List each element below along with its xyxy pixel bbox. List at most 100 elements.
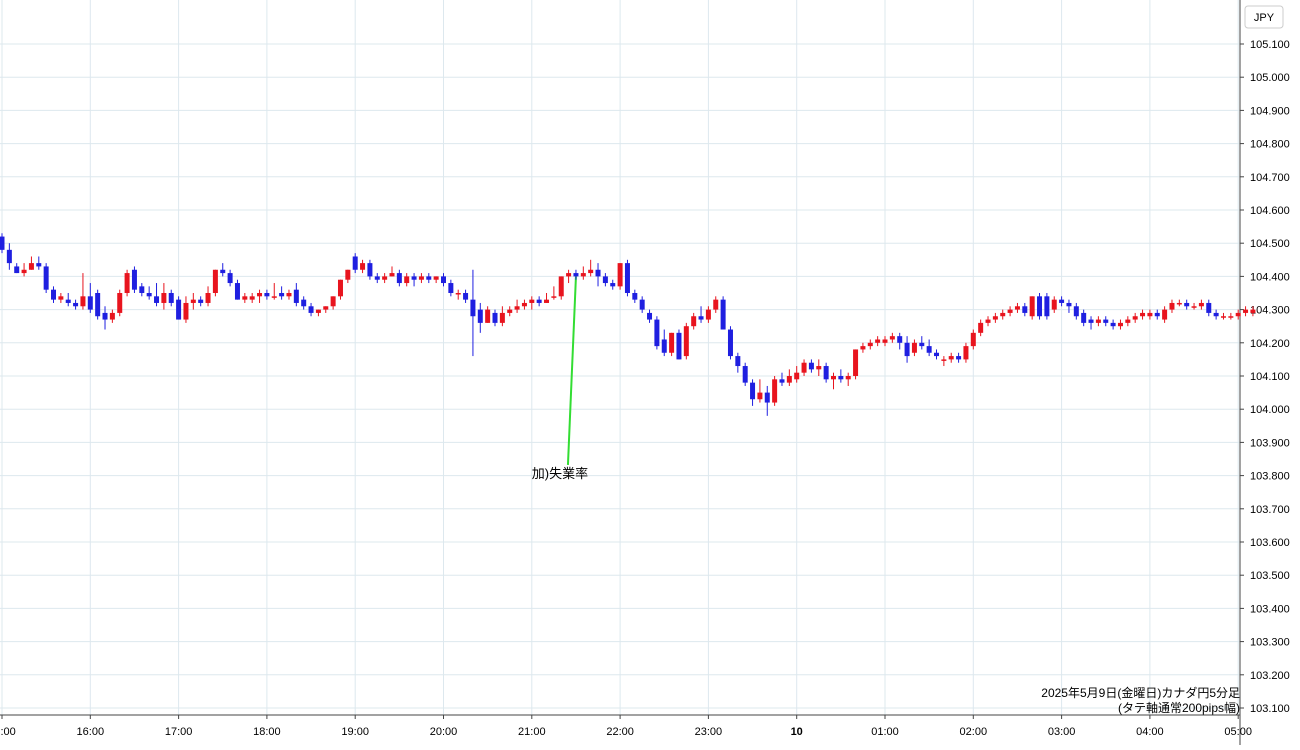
candle-up bbox=[588, 269, 594, 274]
x-tick-label: 23:00 bbox=[695, 726, 723, 738]
annotation-line bbox=[566, 276, 577, 466]
candle-up bbox=[21, 269, 27, 274]
candle-up bbox=[529, 299, 535, 303]
candle-down bbox=[95, 293, 101, 317]
candle-up bbox=[713, 299, 719, 310]
candle-up bbox=[845, 376, 851, 380]
candle-up bbox=[485, 309, 491, 323]
candle-up bbox=[360, 263, 366, 270]
y-tick-label: 105.000 bbox=[1250, 72, 1290, 84]
candle-up bbox=[705, 309, 711, 320]
candle-up bbox=[345, 269, 351, 280]
candle-up bbox=[875, 339, 881, 343]
candle-up bbox=[580, 273, 586, 277]
candle-down bbox=[595, 269, 601, 277]
candle-up bbox=[117, 293, 123, 313]
candle-down bbox=[1066, 302, 1072, 307]
candle-up bbox=[499, 312, 505, 323]
candle-down bbox=[610, 283, 616, 287]
candle-up bbox=[867, 342, 873, 347]
candle-down bbox=[102, 312, 108, 320]
candle-up bbox=[507, 309, 513, 313]
candle-down bbox=[536, 299, 542, 303]
candle-up bbox=[941, 359, 947, 361]
candle-down bbox=[654, 319, 660, 347]
candle-up bbox=[58, 296, 64, 300]
x-tick-label: 20:00 bbox=[430, 726, 458, 738]
candle-up bbox=[889, 336, 895, 340]
y-tick-label: 104.700 bbox=[1250, 172, 1290, 184]
candle-down bbox=[1206, 302, 1212, 313]
candle-down bbox=[698, 316, 704, 320]
candle-up bbox=[757, 392, 763, 400]
candle-down bbox=[279, 293, 285, 297]
candle-up bbox=[1140, 312, 1146, 317]
y-tick-label: 104.400 bbox=[1250, 271, 1290, 283]
candle-up bbox=[455, 293, 461, 295]
candle-up bbox=[801, 362, 807, 373]
candle-up bbox=[1176, 302, 1182, 305]
candle-down bbox=[1154, 312, 1160, 317]
candle-up bbox=[617, 263, 623, 287]
candle-down bbox=[227, 273, 233, 284]
x-tick-label: 10 bbox=[791, 726, 803, 738]
chart-subtitle: (タテ軸通常200pips幅) bbox=[1117, 701, 1240, 715]
candle-down bbox=[234, 283, 240, 300]
candle-up bbox=[794, 372, 800, 380]
candle-up bbox=[1169, 302, 1175, 310]
y-tick-label: 103.300 bbox=[1250, 637, 1290, 649]
candle-down bbox=[470, 299, 476, 317]
candle-up bbox=[323, 306, 329, 310]
candle-up bbox=[418, 276, 424, 280]
x-tick-label: 22:00 bbox=[606, 726, 634, 738]
y-tick-label: 104.500 bbox=[1250, 238, 1290, 250]
candle-up bbox=[212, 269, 218, 293]
candle-down bbox=[720, 299, 726, 330]
candle-up bbox=[1132, 316, 1138, 320]
candle-down bbox=[220, 269, 226, 274]
candle-down bbox=[264, 293, 270, 297]
candle-down bbox=[735, 356, 741, 367]
candle-up bbox=[404, 276, 410, 284]
y-tick-label: 104.100 bbox=[1250, 371, 1290, 383]
x-tick-label: 21:00 bbox=[518, 726, 546, 738]
x-tick-label: 15:00 bbox=[0, 726, 16, 738]
candle-up bbox=[1228, 316, 1234, 318]
candle-down bbox=[1059, 299, 1065, 303]
candle-down bbox=[602, 276, 608, 284]
candle-up bbox=[816, 366, 822, 370]
candle-down bbox=[624, 263, 630, 293]
x-tick-label: 01:00 bbox=[871, 726, 899, 738]
y-tick-label: 103.200 bbox=[1250, 670, 1290, 682]
candle-up bbox=[1117, 322, 1123, 327]
candle-up bbox=[249, 296, 255, 300]
candle-down bbox=[1037, 296, 1043, 317]
candle-down bbox=[154, 296, 160, 303]
y-tick-label: 104.900 bbox=[1250, 105, 1290, 117]
candle-up bbox=[566, 273, 572, 277]
y-tick-label: 103.800 bbox=[1250, 471, 1290, 483]
candle-down bbox=[647, 312, 653, 320]
x-tick-label: 05:00 bbox=[1224, 726, 1252, 738]
candle-up bbox=[271, 296, 277, 298]
candle-down bbox=[1103, 319, 1109, 323]
candle-down bbox=[823, 366, 829, 380]
candle-up bbox=[521, 302, 527, 307]
candle-up bbox=[882, 339, 888, 343]
candle-down bbox=[661, 339, 667, 353]
candle-up bbox=[382, 276, 388, 280]
candle-down bbox=[779, 379, 785, 383]
candle-down bbox=[448, 283, 454, 293]
y-tick-label: 103.500 bbox=[1250, 570, 1290, 582]
candle-down bbox=[411, 276, 417, 280]
candle-up bbox=[992, 316, 998, 320]
candle-up bbox=[1243, 309, 1249, 313]
candle-up bbox=[315, 309, 321, 313]
candle-up bbox=[551, 296, 557, 298]
candle-down bbox=[367, 263, 373, 277]
candle-up bbox=[183, 302, 189, 320]
candle-down bbox=[904, 342, 910, 357]
candle-down bbox=[639, 299, 645, 310]
candle-up bbox=[190, 299, 196, 303]
